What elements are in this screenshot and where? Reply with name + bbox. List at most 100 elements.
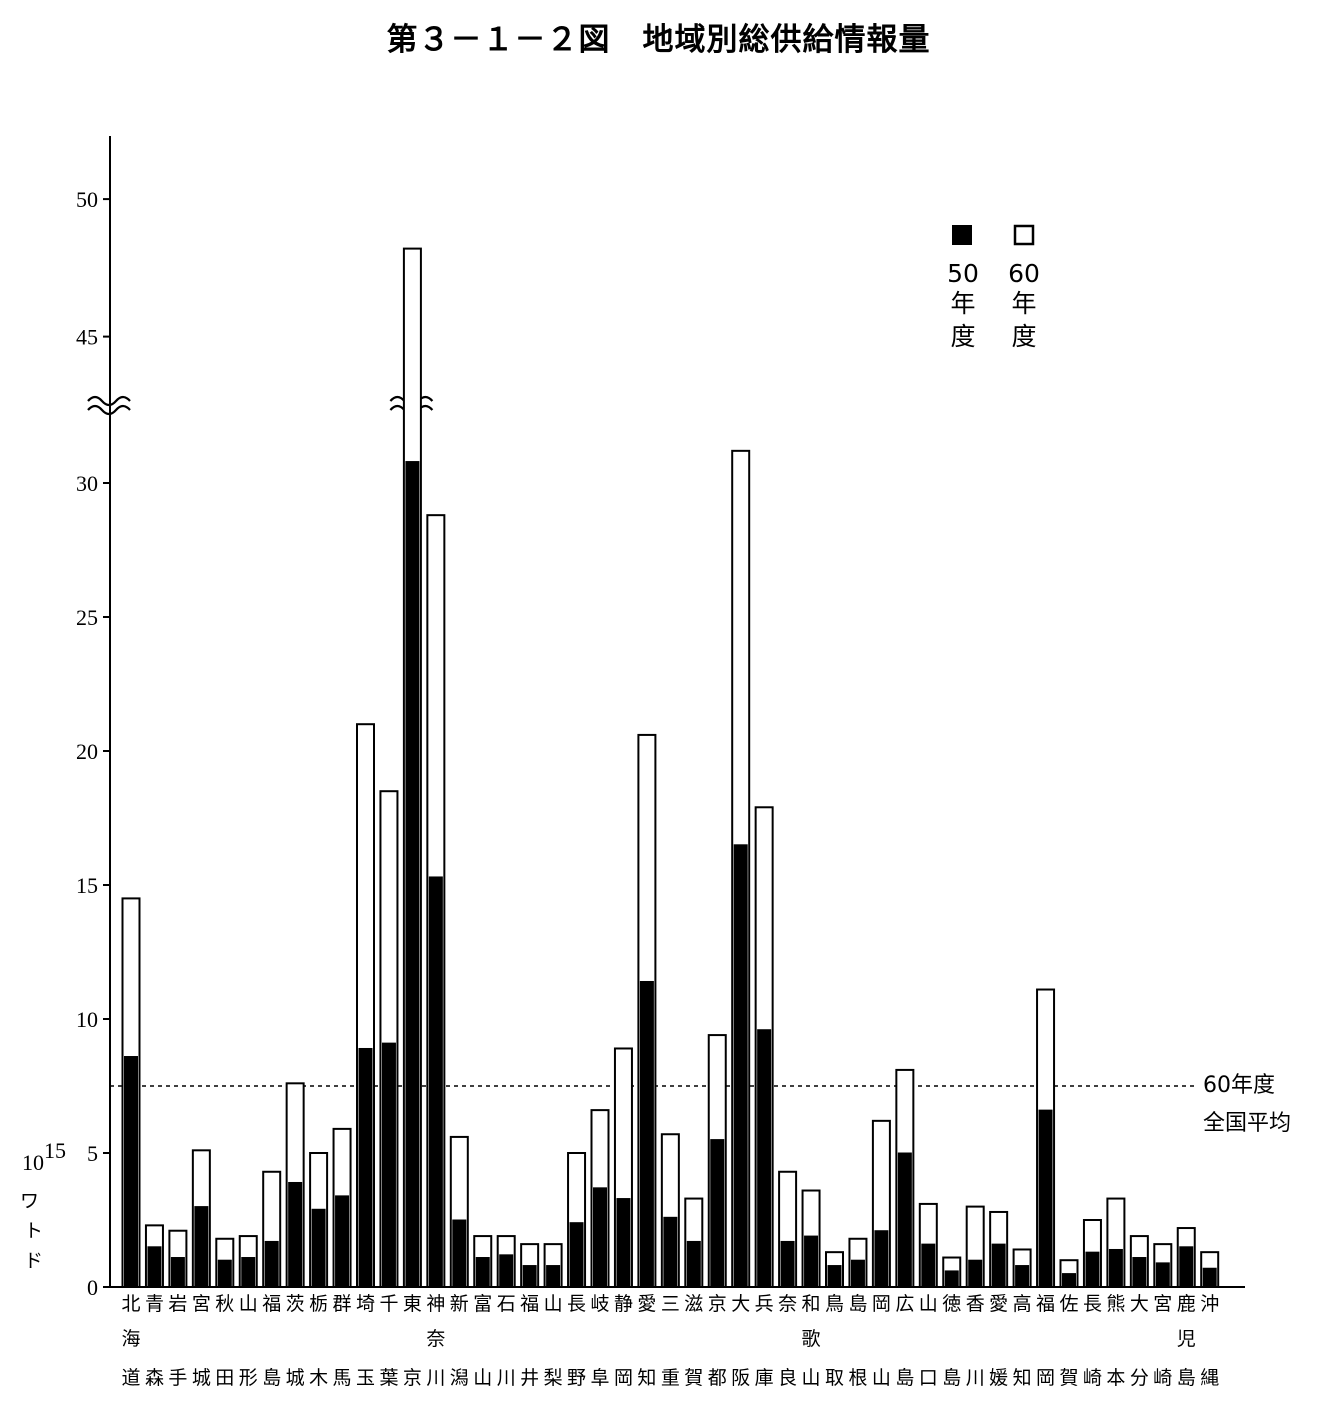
average-label: 60年度 xyxy=(1203,1073,1275,1098)
y-tick-label: 10 xyxy=(76,1007,98,1032)
bar-50 xyxy=(1015,1265,1030,1288)
y-tick-label: 5 xyxy=(87,1141,98,1166)
category-label: 良 xyxy=(778,1367,797,1389)
bar-50 xyxy=(405,461,420,1288)
chart-title: 第３－１－２図 地域別総供給情報量 xyxy=(386,22,931,58)
category-label: 縄 xyxy=(1200,1367,1219,1389)
legend-label-60: 度 xyxy=(1011,322,1036,351)
category-label: 愛 xyxy=(637,1293,656,1315)
bar-50 xyxy=(639,980,654,1288)
unit-char: ト xyxy=(24,1220,43,1242)
category-label: 大 xyxy=(731,1293,750,1315)
category-label: 愛 xyxy=(989,1293,1008,1315)
category-label: 海 xyxy=(121,1328,140,1350)
y-tick-label: 30 xyxy=(76,471,98,496)
category-label: 玉 xyxy=(356,1367,375,1389)
category-label: 城 xyxy=(192,1367,211,1389)
bar-50 xyxy=(968,1259,983,1288)
category-label: 福 xyxy=(520,1293,539,1315)
category-label: 梨 xyxy=(544,1367,563,1389)
category-label: 鹿 xyxy=(1177,1293,1196,1315)
legend-label-60: 年 xyxy=(1011,289,1036,318)
bar-50 xyxy=(733,844,748,1288)
category-label: 川 xyxy=(426,1367,445,1389)
y-tick-label: 45 xyxy=(76,325,98,350)
bar-50 xyxy=(1085,1251,1100,1288)
bar-50 xyxy=(241,1257,256,1288)
bar-50 xyxy=(921,1243,936,1288)
category-label: 秋 xyxy=(215,1293,234,1315)
category-label: 香 xyxy=(966,1293,985,1315)
category-label: 広 xyxy=(895,1293,914,1315)
category-label: 道 xyxy=(121,1367,140,1389)
category-label: 賀 xyxy=(1059,1367,1078,1389)
bar-50 xyxy=(1202,1267,1217,1288)
category-label: 奈 xyxy=(426,1328,445,1350)
bar-50 xyxy=(335,1195,350,1288)
category-label: 形 xyxy=(239,1367,258,1389)
bar-50 xyxy=(897,1152,912,1288)
category-label: 富 xyxy=(473,1293,492,1315)
legend-label-50: 度 xyxy=(950,322,975,351)
bar-50 xyxy=(827,1265,842,1288)
category-label: 阜 xyxy=(590,1367,609,1389)
category-label: 茨 xyxy=(286,1293,305,1315)
unit-base: 10 xyxy=(22,1150,44,1175)
unit-char: ド xyxy=(24,1250,43,1272)
category-label: 山 xyxy=(802,1367,821,1389)
category-label: 沖 xyxy=(1200,1293,1219,1315)
bars xyxy=(121,247,1220,1289)
bar-50 xyxy=(1038,1109,1053,1288)
category-label: 知 xyxy=(637,1367,656,1389)
category-label: 宮 xyxy=(192,1293,211,1315)
category-label: 川 xyxy=(497,1367,516,1389)
category-label: 岡 xyxy=(614,1367,633,1389)
category-label: 福 xyxy=(262,1293,281,1315)
category-label: 重 xyxy=(661,1367,680,1389)
category-label: 山 xyxy=(872,1367,891,1389)
category-label: 都 xyxy=(708,1367,727,1389)
category-label: 和 xyxy=(802,1293,821,1315)
category-label: 島 xyxy=(848,1293,867,1315)
bar-50 xyxy=(944,1270,959,1288)
category-label: 福 xyxy=(1036,1293,1055,1315)
category-label: 山 xyxy=(544,1293,563,1315)
bar-50 xyxy=(522,1265,537,1288)
category-label: 奈 xyxy=(778,1293,797,1315)
category-label: 取 xyxy=(825,1367,844,1389)
bar-50 xyxy=(381,1042,396,1288)
category-labels: 北海道青森岩手宮城秋田山形福島茨城栃木群馬埼玉千葉東京神奈川新潟富山石川福井山梨… xyxy=(121,1293,1219,1389)
category-label: 阪 xyxy=(731,1367,750,1389)
category-label: 長 xyxy=(1083,1293,1102,1315)
bar-50 xyxy=(991,1243,1006,1288)
y-tick-label: 50 xyxy=(76,187,98,212)
category-label: 媛 xyxy=(989,1367,1008,1389)
bar-50 xyxy=(1132,1257,1147,1288)
category-label: 滋 xyxy=(684,1293,703,1315)
category-label: 庫 xyxy=(755,1367,774,1389)
category-label: 知 xyxy=(1013,1367,1032,1389)
category-label: 本 xyxy=(1106,1367,1125,1389)
axis-break-symbol xyxy=(87,395,131,407)
bar-50 xyxy=(850,1259,865,1288)
bar-50 xyxy=(663,1216,678,1288)
category-label: 埼 xyxy=(356,1293,375,1315)
bar-50 xyxy=(874,1230,889,1288)
category-label: 高 xyxy=(1013,1293,1032,1315)
unit-char: ワ xyxy=(20,1190,39,1212)
legend-label-50: 年 xyxy=(950,289,975,318)
category-label: 岡 xyxy=(1036,1367,1055,1389)
category-label: 城 xyxy=(286,1367,305,1389)
category-label: 井 xyxy=(520,1367,539,1389)
category-label: 島 xyxy=(942,1367,961,1389)
category-label: 潟 xyxy=(450,1367,469,1389)
legend-label-50: 50 xyxy=(947,259,979,288)
bar-50 xyxy=(1062,1273,1076,1288)
category-label: 熊 xyxy=(1106,1293,1125,1315)
category-label: 佐 xyxy=(1059,1293,1078,1315)
category-label: 岐 xyxy=(590,1293,609,1315)
category-label: 馬 xyxy=(333,1367,352,1389)
average-label: 全国平均 xyxy=(1203,1111,1291,1136)
category-label: 島 xyxy=(895,1367,914,1389)
